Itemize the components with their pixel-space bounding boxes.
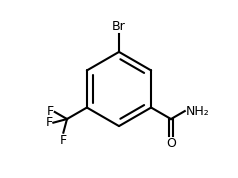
Text: F: F — [45, 116, 52, 129]
Text: NH₂: NH₂ — [186, 105, 209, 118]
Text: O: O — [166, 137, 176, 150]
Text: Br: Br — [112, 20, 126, 33]
Text: F: F — [60, 134, 67, 146]
Text: F: F — [47, 105, 54, 119]
